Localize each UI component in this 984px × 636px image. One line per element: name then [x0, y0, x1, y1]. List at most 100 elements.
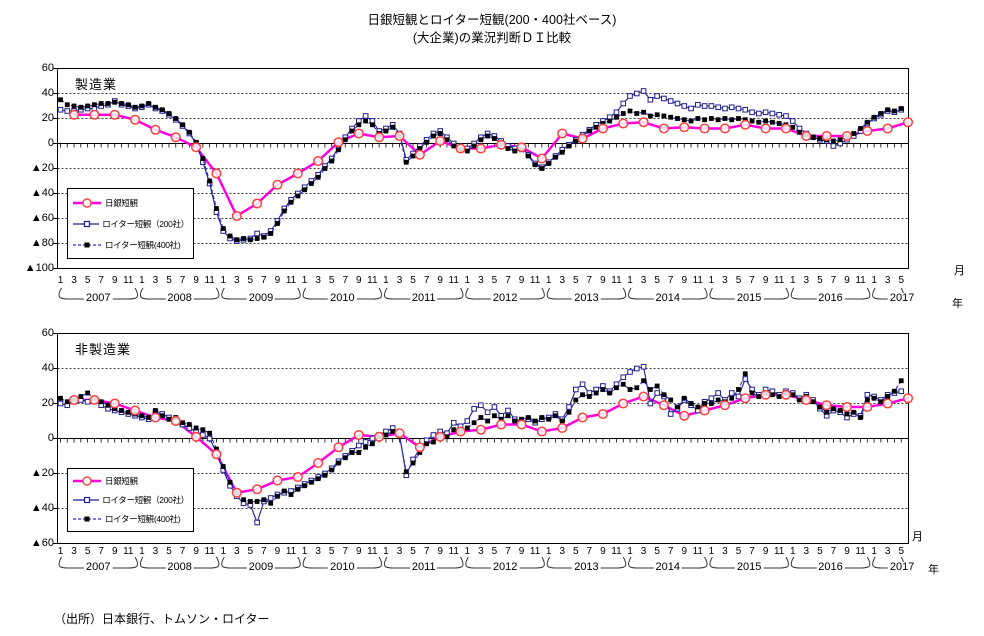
marker-reuters200: [362, 439, 369, 445]
marker-reuters200: [674, 100, 681, 107]
marker-boj: [150, 124, 161, 135]
month-tick-label: 11: [448, 546, 459, 557]
month-tick-label: 3: [478, 275, 484, 286]
month-tick-label: 1: [139, 546, 145, 557]
marker-reuters400: [444, 137, 450, 143]
marker-reuters200: [491, 404, 498, 410]
legend-label-reuters400: ロイター短観(400社): [105, 239, 181, 250]
y-tick-label: 60: [41, 327, 54, 339]
marker-reuters400: [241, 236, 246, 241]
year-label: 2012: [490, 561, 520, 573]
marker-reuters400: [898, 106, 904, 111]
month-tick-label: 3: [884, 546, 891, 557]
marker-boj: [801, 130, 812, 142]
marker-reuters400: [424, 441, 430, 447]
marker-boj: [69, 394, 80, 406]
reuters200-line-sample-icon: [73, 496, 100, 504]
marker-reuters400: [261, 497, 267, 503]
marker-boj: [435, 135, 446, 147]
month-tick-label: 7: [179, 546, 186, 557]
marker-reuters400: [403, 469, 409, 475]
marker-reuters400: [620, 111, 626, 116]
month-tick-label: 1: [789, 546, 796, 557]
marker-reuters400: [790, 124, 796, 130]
marker-reuters400: [647, 387, 653, 392]
year-label: 2010: [328, 292, 357, 304]
month-tick-label: 5: [654, 275, 660, 286]
marker-reuters400: [322, 472, 328, 478]
marker-reuters400: [64, 399, 70, 405]
marker-reuters400: [281, 208, 287, 214]
month-tick-label: 7: [179, 275, 186, 286]
marker-boj: [130, 405, 141, 416]
marker-reuters400: [119, 101, 124, 106]
marker-boj: [780, 389, 792, 400]
month-tick-label: 9: [111, 546, 118, 557]
marker-reuters200: [715, 390, 721, 396]
legend-item-reuters200: ロイター短観（200社）: [72, 218, 189, 230]
marker-reuters400: [763, 118, 769, 124]
month-tick-label: 5: [166, 275, 172, 286]
marker-reuters400: [451, 143, 457, 149]
marker-boj: [333, 442, 344, 453]
marker-reuters400: [241, 497, 246, 503]
marker-reuters400: [180, 420, 185, 426]
marker-reuters400: [770, 392, 775, 398]
marker-reuters400: [492, 136, 497, 141]
marker-reuters400: [214, 446, 219, 452]
marker-reuters400: [159, 413, 165, 419]
marker-reuters400: [810, 399, 816, 405]
marker-boj: [69, 109, 80, 120]
marker-reuters400: [878, 111, 884, 116]
legend-item-boj: 日銀短観: [72, 197, 189, 209]
marker-boj: [882, 398, 893, 409]
marker-reuters400: [505, 146, 511, 151]
month-tick-label: 11: [367, 546, 378, 557]
marker-boj: [292, 471, 303, 483]
year-label: 2007: [84, 292, 113, 304]
marker-reuters400: [688, 118, 694, 124]
marker-reuters400: [593, 124, 599, 130]
y-tick-label: 20: [41, 397, 54, 409]
marker-boj: [902, 117, 914, 128]
marker-boj: [821, 400, 832, 411]
marker-reuters400: [770, 119, 775, 125]
marker-boj: [313, 155, 324, 167]
marker-reuters200: [254, 230, 260, 237]
legend-label-boj: 日銀短観: [105, 476, 138, 487]
marker-reuters400: [858, 415, 863, 420]
marker-reuters400: [369, 441, 375, 447]
marker-reuters400: [166, 111, 172, 116]
marker-reuters200: [464, 418, 471, 424]
marker-reuters200: [640, 88, 647, 94]
marker-boj: [536, 426, 547, 437]
marker-reuters200: [756, 110, 762, 117]
marker-reuters400: [810, 134, 816, 140]
marker-reuters200: [898, 388, 905, 395]
marker-reuters200: [735, 105, 742, 112]
month-tick-label: 1: [545, 275, 552, 286]
source-note: （出所）日本銀行、トムソン・ロイター: [54, 612, 270, 626]
marker-boj: [353, 128, 364, 139]
month-tick-label: 1: [383, 275, 389, 286]
marker-reuters400: [356, 450, 362, 455]
marker-reuters200: [620, 100, 627, 107]
marker-reuters400: [410, 460, 416, 466]
marker-reuters400: [831, 406, 836, 412]
marker-reuters200: [484, 409, 491, 416]
month-tick-label: 7: [423, 546, 430, 557]
marker-reuters400: [207, 178, 213, 184]
month-tick-label: 1: [383, 546, 389, 557]
marker-reuters200: [369, 435, 376, 442]
marker-boj: [740, 393, 751, 404]
marker-boj: [231, 487, 242, 498]
year-label: 2016: [816, 292, 845, 304]
month-tick-label: 7: [830, 546, 837, 557]
marker-reuters400: [125, 409, 131, 415]
month-tick-label: 3: [152, 275, 159, 286]
month-tick-label: 3: [640, 546, 647, 557]
marker-reuters400: [85, 390, 91, 396]
y-tick-label: 0: [47, 137, 54, 149]
marker-reuters200: [749, 109, 755, 116]
